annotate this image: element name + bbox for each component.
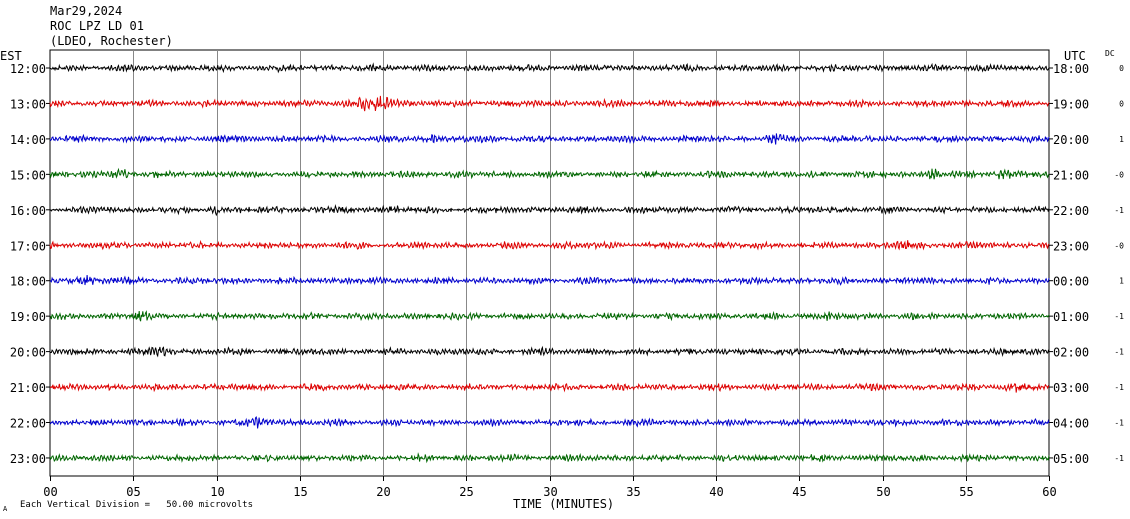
dc-value: -0 xyxy=(1114,170,1124,179)
left-zone-label: EST xyxy=(0,49,22,63)
utc-hour-label: 01:00 xyxy=(1053,310,1089,324)
dc-value: -1 xyxy=(1114,419,1124,428)
utc-hour-label: 02:00 xyxy=(1053,346,1089,360)
x-tick-label: 55 xyxy=(959,485,973,499)
dc-value: -1 xyxy=(1114,383,1124,392)
x-tick-label: 45 xyxy=(792,485,806,499)
est-hour-label: 22:00 xyxy=(10,417,46,431)
traces xyxy=(49,62,1050,464)
utc-hour-label: 23:00 xyxy=(1053,239,1089,253)
trace-row-1600 xyxy=(49,203,1050,217)
est-hour-label: 15:00 xyxy=(10,168,46,182)
trace-row-1500 xyxy=(49,167,1050,180)
dc-value: 0 xyxy=(1119,99,1124,108)
est-hour-label: 20:00 xyxy=(10,346,46,360)
utc-hour-label: 04:00 xyxy=(1053,417,1089,431)
est-hour-label: 21:00 xyxy=(10,381,46,395)
est-hour-label: 23:00 xyxy=(10,452,46,466)
labels: EST UTC DC 00 05 10 15 20 25 30 35 40 45 50 55 6012:… xyxy=(0,49,1124,499)
utc-hour-label: 18:00 xyxy=(1053,62,1089,76)
utc-hour-label: 05:00 xyxy=(1053,452,1089,466)
trace-row-1900 xyxy=(49,310,1050,322)
right-zone-label: UTC xyxy=(1064,49,1086,63)
utc-hour-label: 20:00 xyxy=(1053,133,1089,147)
x-tick-label: 60 xyxy=(1042,485,1056,499)
utc-hour-label: 21:00 xyxy=(1053,168,1089,182)
est-hour-label: 18:00 xyxy=(10,275,46,289)
utc-hour-label: 00:00 xyxy=(1053,275,1089,289)
chart-title-date: Mar29,2024 xyxy=(50,4,123,18)
utc-hour-label: 19:00 xyxy=(1053,97,1089,111)
trace-row-2100 xyxy=(49,382,1050,393)
utc-hour-label: 03:00 xyxy=(1053,381,1089,395)
x-tick-label: 00 xyxy=(43,485,57,499)
dc-value: 1 xyxy=(1119,135,1124,144)
x-tick-label: 50 xyxy=(876,485,890,499)
x-tick-label: 10 xyxy=(210,485,224,499)
trace-row-2200 xyxy=(49,416,1050,429)
chart-title-station: ROC LPZ LD 01 xyxy=(50,19,144,33)
trace-row-1200 xyxy=(50,62,1050,74)
chart-title-network: (LDEO, Rochester) xyxy=(50,34,173,48)
dc-value: -1 xyxy=(1114,312,1124,321)
trace-row-1300 xyxy=(49,95,1050,112)
est-hour-label: 12:00 xyxy=(10,62,46,76)
utc-hour-label: 22:00 xyxy=(1053,204,1089,218)
est-hour-label: 13:00 xyxy=(10,97,46,111)
trace-row-1800 xyxy=(49,275,1050,286)
dc-value: -1 xyxy=(1114,206,1124,215)
plot-frame xyxy=(49,49,1050,477)
x-tick-label: 25 xyxy=(459,485,473,499)
x-tick-label: 40 xyxy=(709,485,723,499)
est-hour-label: 14:00 xyxy=(10,133,46,147)
x-tick-label: 05 xyxy=(126,485,140,499)
dc-value: 1 xyxy=(1119,277,1124,286)
est-hour-label: 17:00 xyxy=(10,239,46,253)
x-axis-label: TIME (MINUTES) xyxy=(513,497,615,511)
x-tick-label: 15 xyxy=(293,485,307,499)
trace-row-2000 xyxy=(49,345,1050,358)
trace-row-2300 xyxy=(49,452,1050,464)
grid-lines xyxy=(46,49,1053,481)
dc-value: -0 xyxy=(1114,241,1124,250)
corner-mark: A xyxy=(3,505,8,513)
est-hour-label: 16:00 xyxy=(10,204,46,218)
x-tick-label: 35 xyxy=(626,485,640,499)
scale-note: Each Vertical Division = 50.00 microvolt… xyxy=(20,500,253,510)
x-tick-label: 30 xyxy=(543,485,557,499)
dc-value: -1 xyxy=(1114,348,1124,357)
dc-header: DC xyxy=(1105,49,1115,58)
trace-row-1700 xyxy=(49,239,1050,251)
x-tick-label: 20 xyxy=(376,485,390,499)
dc-value: 0 xyxy=(1119,64,1124,73)
dc-value: -1 xyxy=(1114,454,1124,463)
est-hour-label: 19:00 xyxy=(10,310,46,324)
trace-row-1400 xyxy=(49,133,1050,145)
